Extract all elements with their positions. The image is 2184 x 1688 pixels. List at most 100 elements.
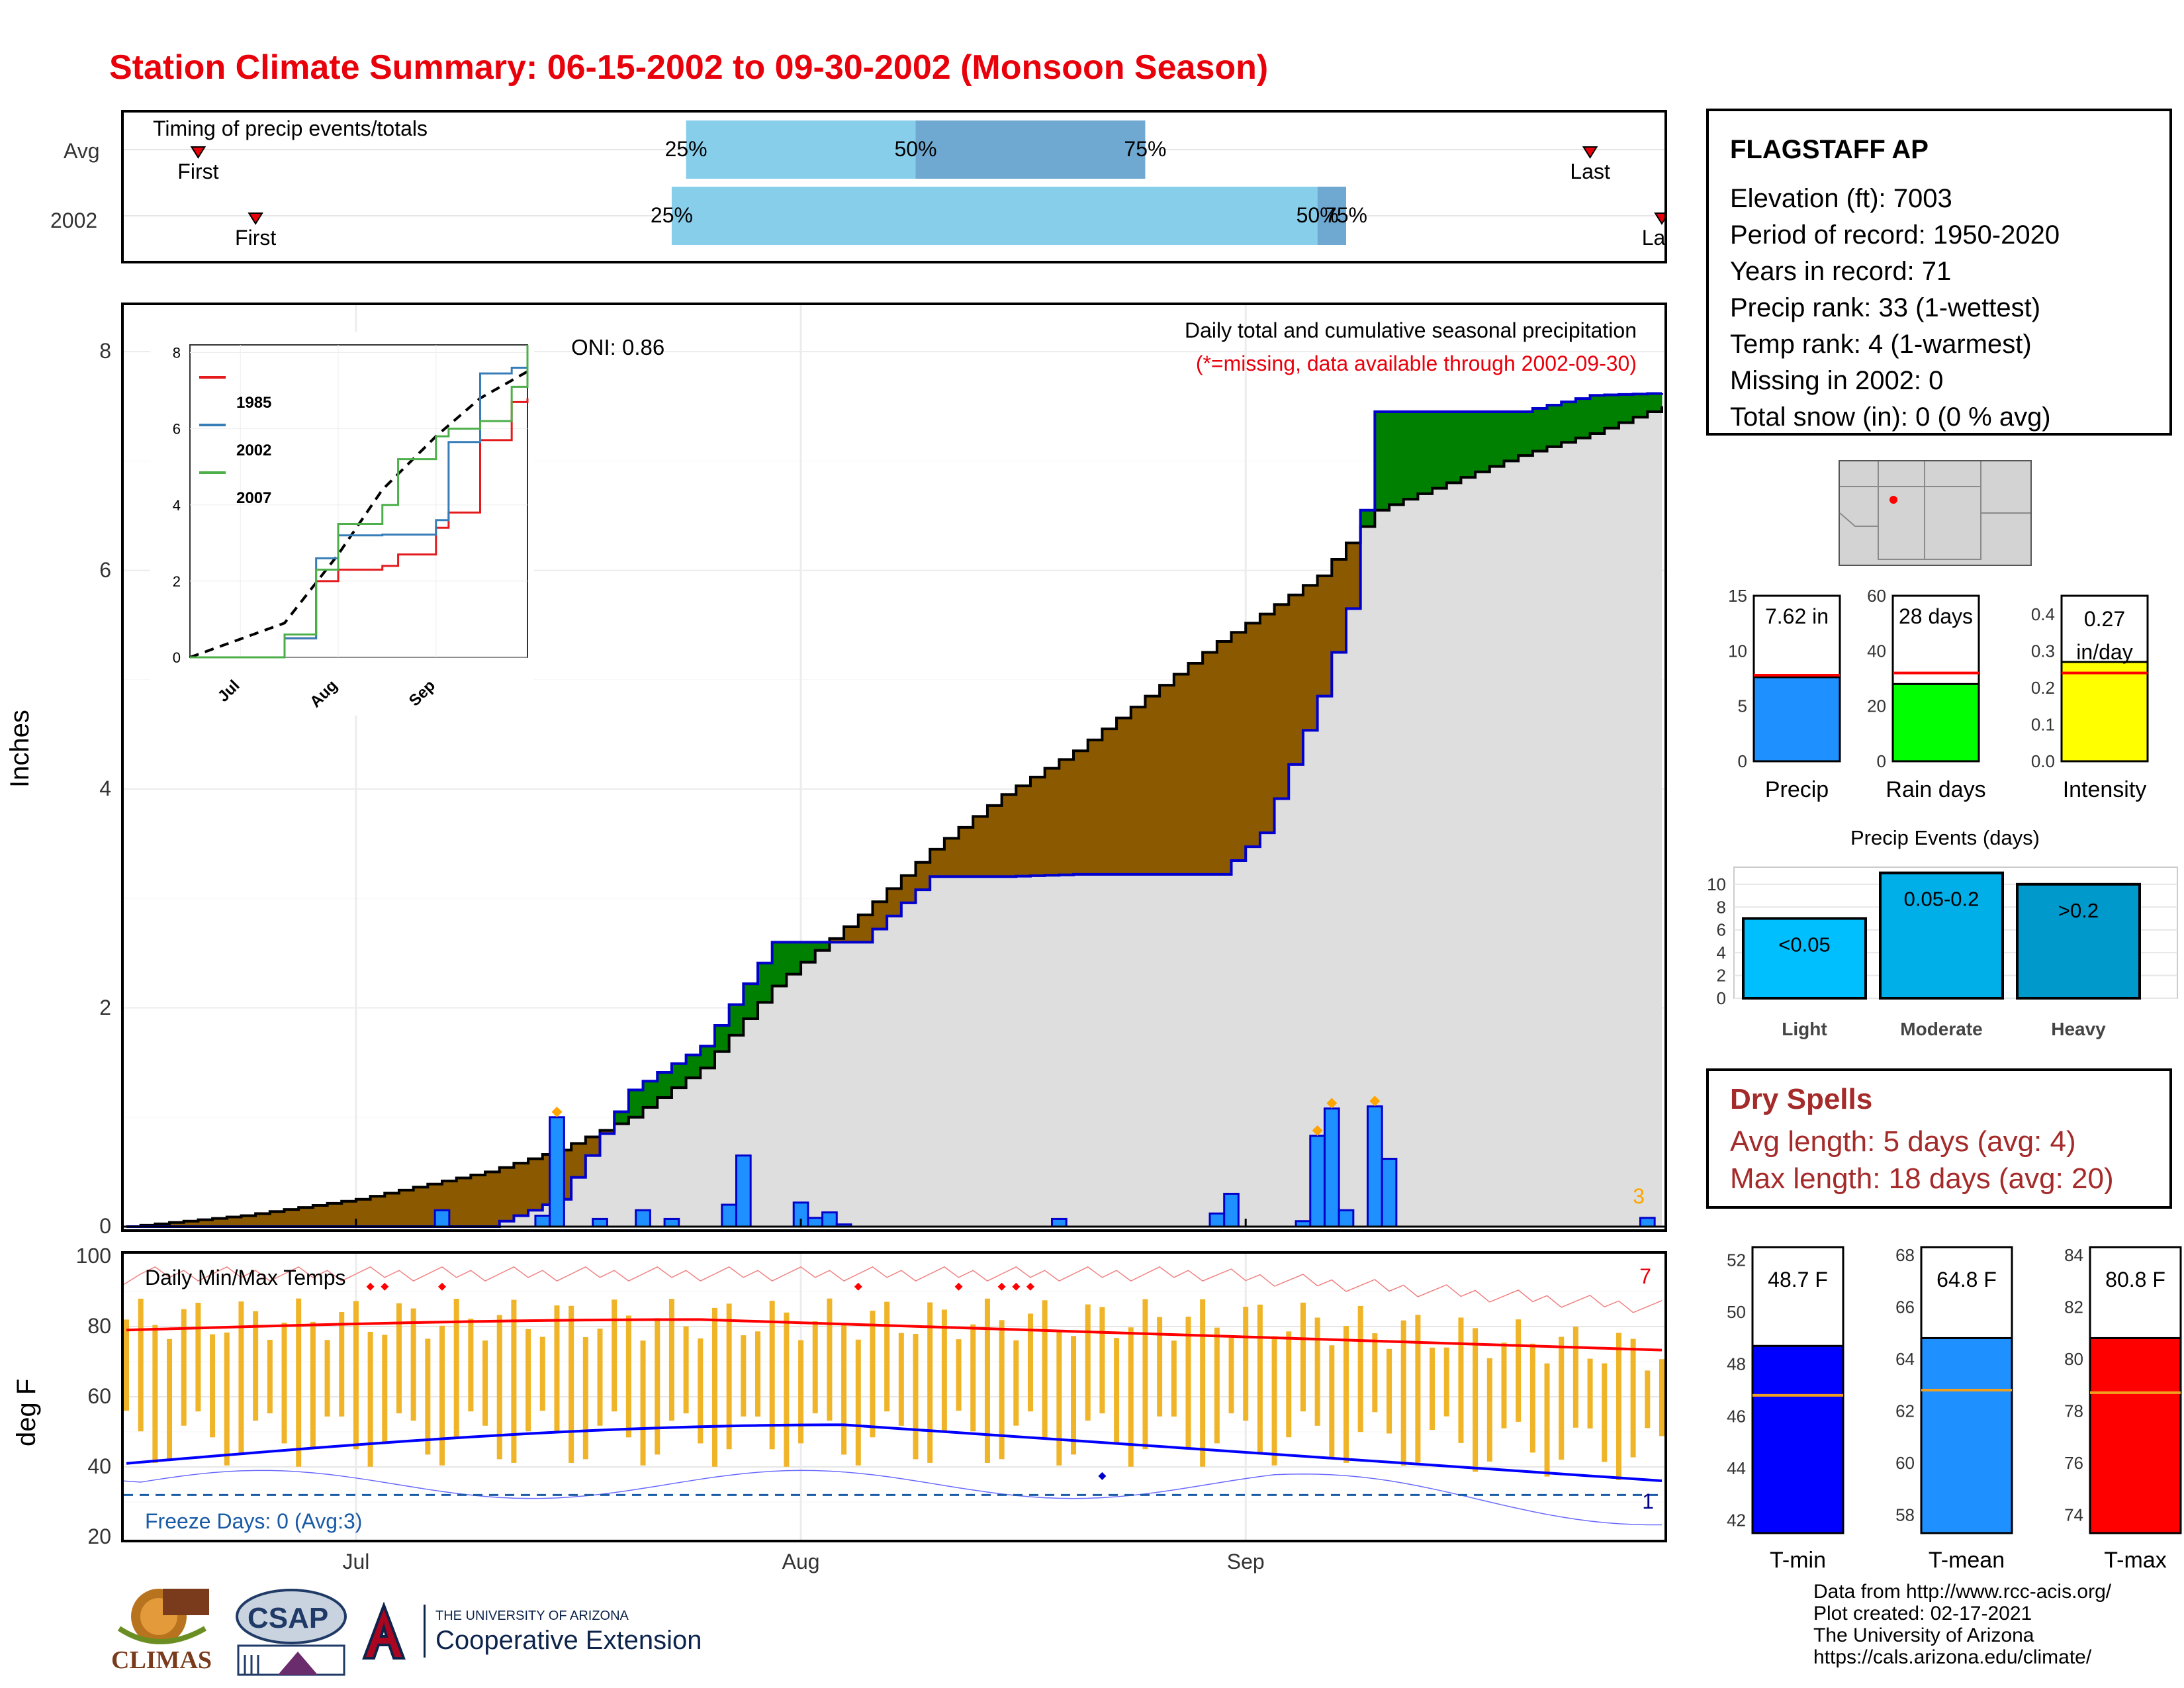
- daily-temp-bar: [827, 1298, 833, 1421]
- daily-temp-bar: [625, 1315, 631, 1438]
- surplus-segment: [614, 1111, 629, 1124]
- daily-temp-bar: [726, 1303, 732, 1450]
- deficit-segment: [385, 1193, 400, 1227]
- temp-summary-y-tick: 78: [2064, 1401, 2083, 1421]
- timing-label: Timing of precip events/totals: [153, 117, 428, 140]
- deficit-segment: [571, 1143, 586, 1178]
- deficit-segment: [413, 1187, 428, 1227]
- surplus-segment: [772, 942, 787, 986]
- station-line: Total snow (in): 0 (0 % avg): [1730, 402, 2051, 432]
- daily-temp-bar: [539, 1336, 545, 1411]
- record-low-line: [124, 1470, 1662, 1526]
- temp-summary-y-tick: 62: [1895, 1401, 1915, 1421]
- deficit-segment: [499, 1167, 514, 1221]
- daily-precip-bar: [663, 1217, 680, 1228]
- deficit-segment: [241, 1215, 256, 1227]
- surplus-segment: [1532, 408, 1548, 451]
- temp-y-tick: 80: [87, 1314, 111, 1338]
- deficit-segment: [398, 1190, 414, 1227]
- daily-temp-bar: [755, 1331, 761, 1417]
- daily-temp-bar: [1443, 1347, 1449, 1417]
- cumulative-base-area: [126, 406, 1662, 1227]
- summary-y-tick: 0.4: [2031, 604, 2055, 624]
- summary-name: Rain days: [1886, 777, 1985, 802]
- temp-summary-y-tick: 84: [2064, 1245, 2083, 1265]
- daily-precip-bar: [1338, 1209, 1355, 1228]
- temps-chart: [124, 1254, 1664, 1540]
- daily-temp-bar: [138, 1298, 144, 1432]
- events-range: >0.2: [2058, 899, 2099, 922]
- daily-temp-bar: [569, 1305, 574, 1463]
- daily-precip-bar: [1223, 1192, 1240, 1228]
- record-high-marker: [954, 1282, 963, 1291]
- deficit-segment: [1087, 739, 1103, 874]
- daily-temp-bar: [898, 1333, 904, 1426]
- summary-y-tick: 0.1: [2031, 714, 2055, 734]
- summary-y-tick: 15: [1728, 586, 1747, 606]
- temp-y-tick: 60: [87, 1384, 111, 1408]
- daily-precip-bar: [1367, 1105, 1383, 1228]
- precip-annotation: Daily total and cumulative seasonal prec…: [1184, 318, 1637, 342]
- surplus-segment: [643, 1081, 658, 1107]
- summary-y-tick: 0: [1877, 751, 1886, 771]
- deficit-segment: [183, 1221, 199, 1227]
- record-high-marker: [997, 1282, 1006, 1291]
- daily-temp-bar: [1071, 1336, 1077, 1455]
- daily-precip-bar: [549, 1116, 565, 1228]
- daily-temp-bar: [1615, 1333, 1621, 1480]
- daily-precip-bar: [592, 1217, 608, 1228]
- deficit-segment: [858, 915, 873, 943]
- surplus-segment: [1375, 411, 1390, 510]
- deficit-segment: [1001, 794, 1017, 877]
- climas-logo: CLIMAS: [106, 1582, 218, 1675]
- daily-temp-bar: [582, 1337, 588, 1460]
- summary-y-tick: 0.3: [2031, 641, 2055, 661]
- temp-summary-y-tick: 42: [1727, 1510, 1746, 1530]
- daily-temp-bar: [784, 1312, 790, 1467]
- daily-temp-bar: [1357, 1305, 1363, 1432]
- daily-temp-bar: [941, 1309, 947, 1432]
- deficit-segment: [1116, 718, 1132, 874]
- daily-precip-bar: [1381, 1158, 1398, 1228]
- temp-y-tick: 40: [87, 1454, 111, 1478]
- daily-precip-bar: [534, 1214, 551, 1228]
- events-y-tick: 6: [1717, 920, 1726, 940]
- p25-label: 25%: [665, 137, 707, 161]
- daily-temp-bar: [597, 1329, 603, 1426]
- deficit-segment: [169, 1222, 185, 1227]
- deficit-segment: [355, 1199, 371, 1227]
- deficit-segment: [198, 1219, 213, 1227]
- daily-temp-bar: [1559, 1336, 1565, 1460]
- surplus-segment: [1403, 411, 1418, 500]
- events-name: Light: [1782, 1019, 1827, 1039]
- temp-y-tick: 20: [87, 1524, 111, 1548]
- daily-temp-bar: [1228, 1337, 1234, 1414]
- daily-temp-bar: [1085, 1304, 1091, 1421]
- daily-temp-bar: [999, 1320, 1005, 1460]
- daily-temp-bar: [1099, 1307, 1105, 1414]
- precip-ylabel: Inches: [5, 710, 34, 788]
- daily-precip-bar: [1323, 1107, 1340, 1228]
- surplus-segment: [758, 962, 773, 1003]
- summary-value: 28 days: [1899, 604, 1973, 628]
- events-bar: [1742, 917, 1867, 1000]
- surplus-segment: [801, 942, 816, 962]
- daily-temp-bar: [884, 1301, 890, 1412]
- inset-x-tick: Jul: [214, 677, 244, 706]
- daily-temp-bar: [711, 1307, 717, 1467]
- inset-series-line: [190, 367, 529, 659]
- deficit-segment: [987, 805, 1003, 877]
- daily-temp-bar: [324, 1340, 330, 1417]
- deficit-segment: [1188, 663, 1203, 874]
- daily-temp-bar: [841, 1323, 847, 1455]
- inset-series-line: [190, 345, 529, 659]
- temp-summary-value: 48.7 F: [1768, 1268, 1828, 1291]
- inset-y-tick: 0: [173, 649, 181, 666]
- precip-y-tick: 6: [99, 557, 111, 582]
- daily-temp-bar: [195, 1303, 201, 1412]
- daily-temp-bar: [1243, 1307, 1249, 1421]
- temp-summary-y-tick: 64: [1895, 1349, 1915, 1369]
- surplus-segment: [1575, 399, 1591, 438]
- surplus-segment: [1504, 411, 1519, 461]
- temp-x-tick: Aug: [782, 1550, 820, 1573]
